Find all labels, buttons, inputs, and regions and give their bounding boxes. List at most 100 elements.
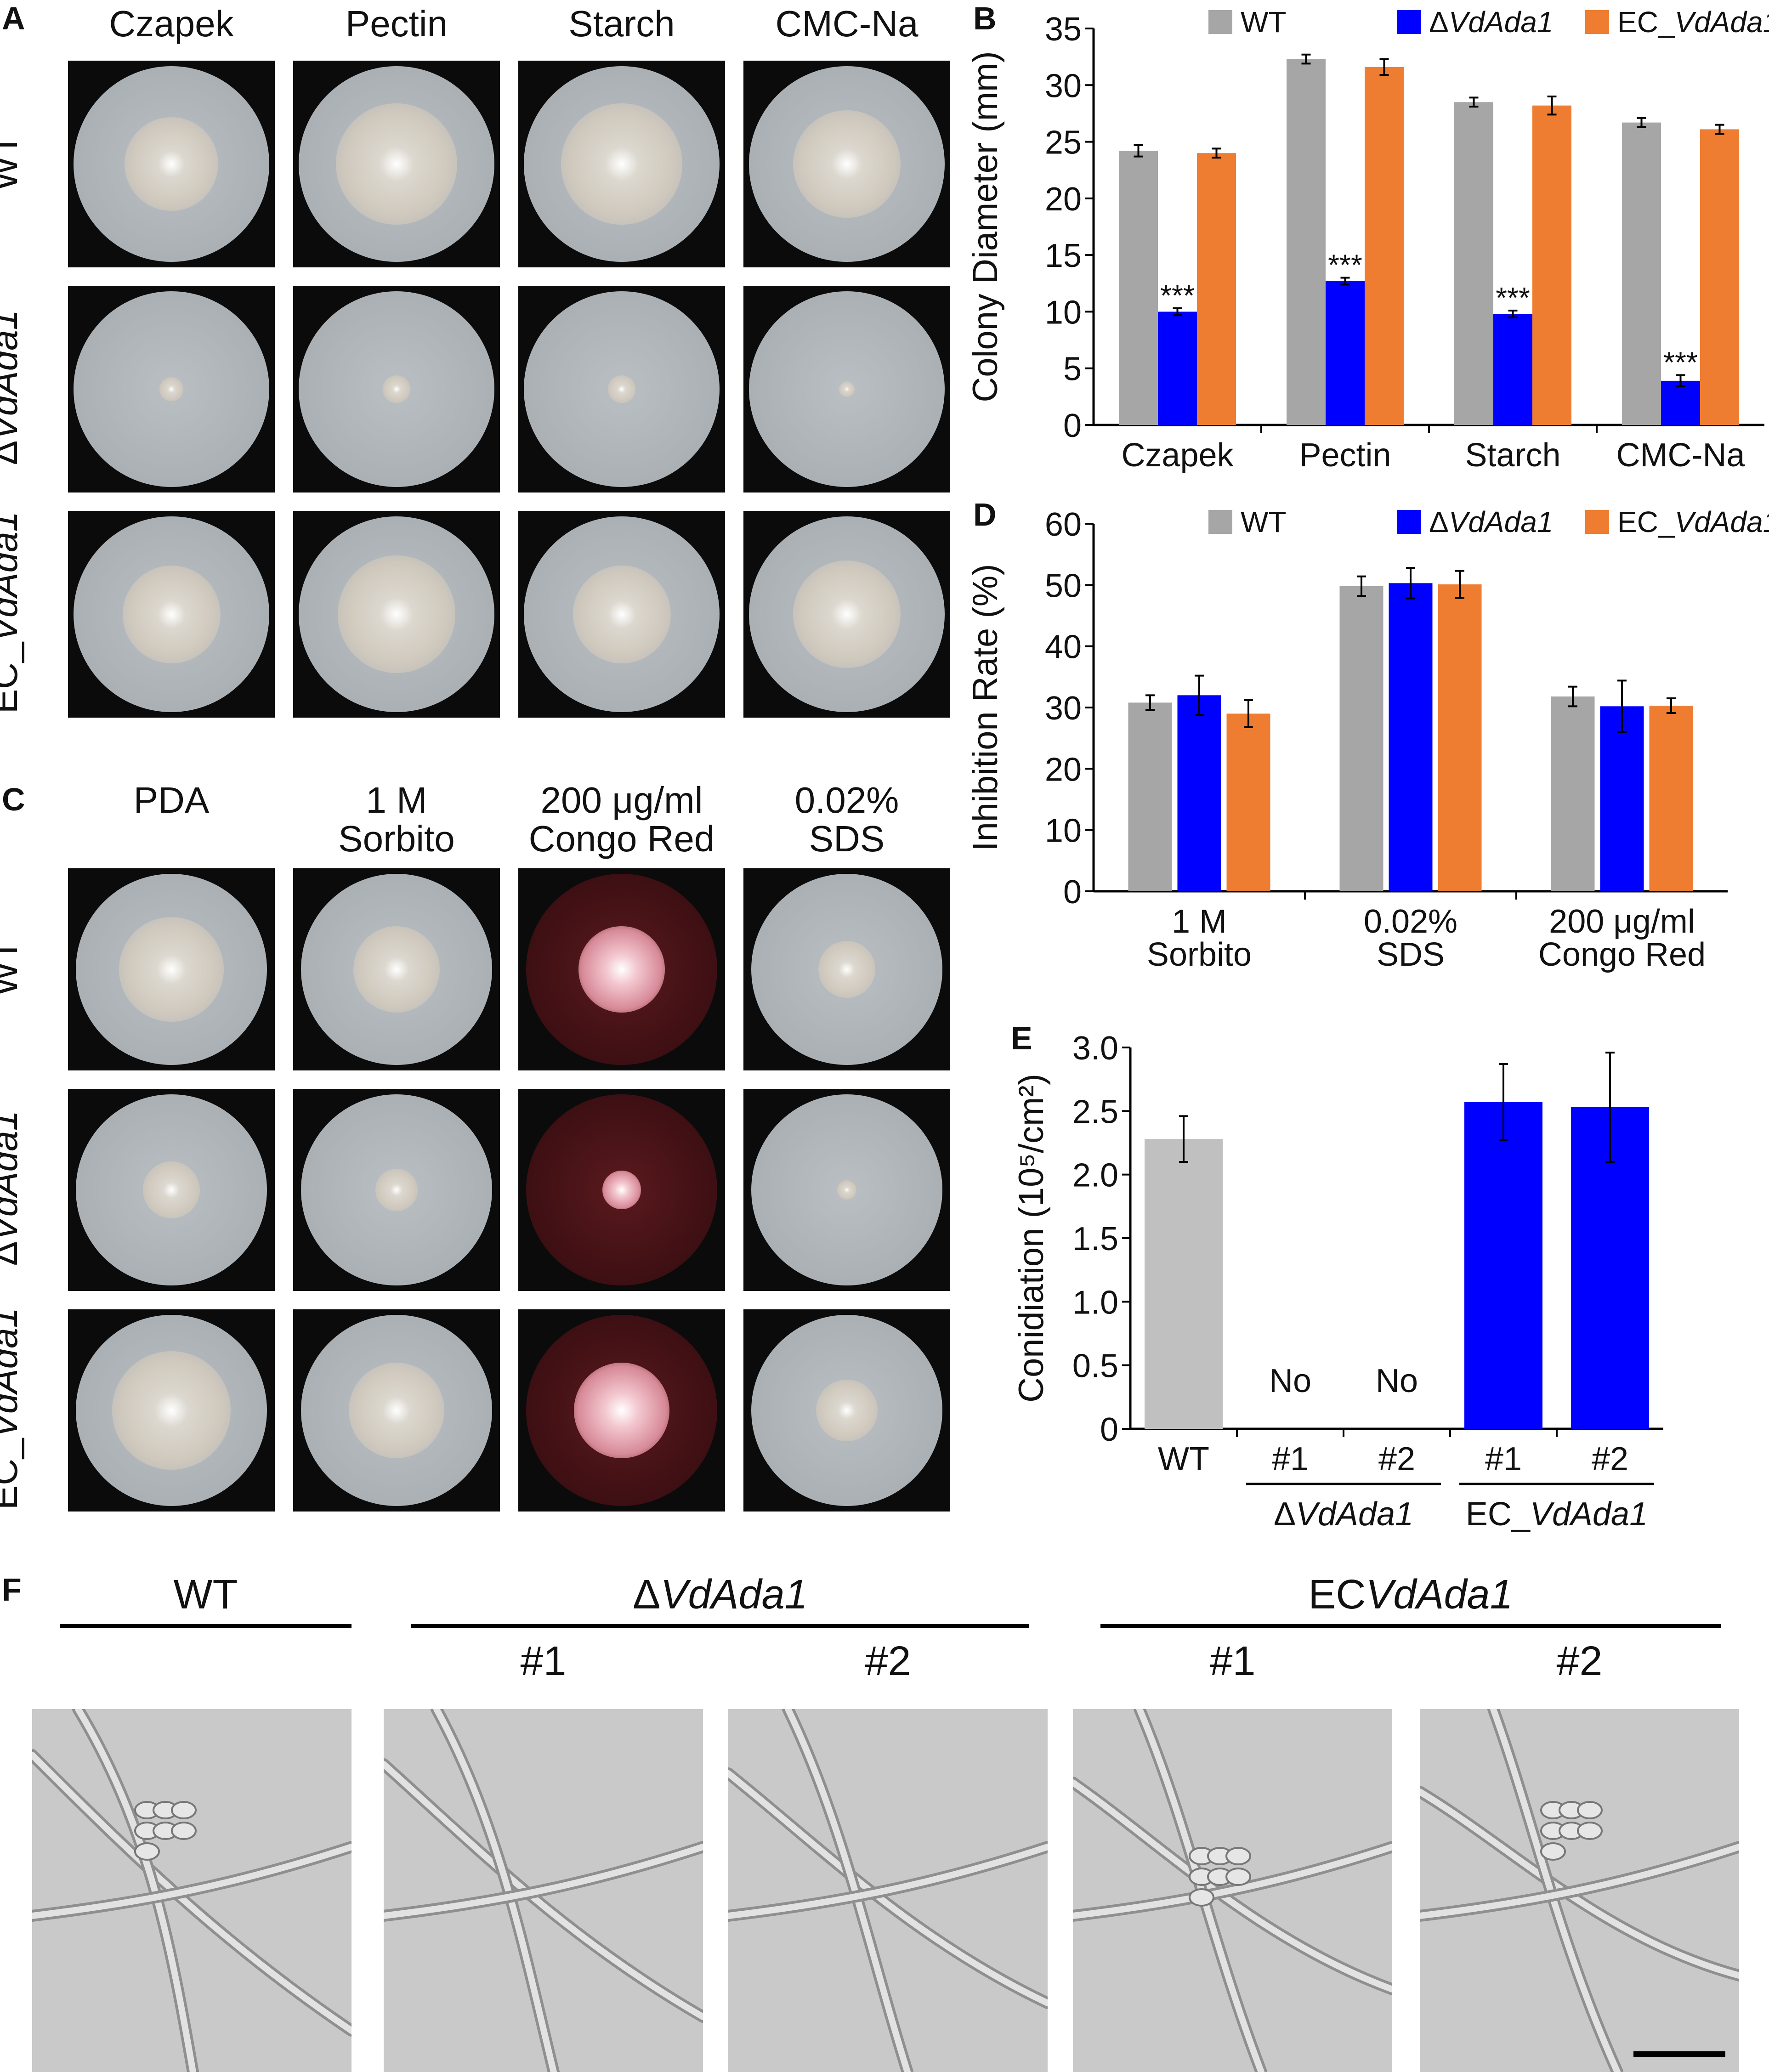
- hyphae-drawing: [728, 1709, 1048, 2072]
- legend-swatch: [1585, 510, 1609, 534]
- x-tick-label: 1 M: [1172, 903, 1227, 940]
- plate-photo: [743, 511, 950, 718]
- significance-annotation: ***: [1328, 248, 1362, 281]
- bar: [1454, 102, 1493, 425]
- bar: [1326, 281, 1365, 425]
- plate-photo: [68, 868, 275, 1070]
- hypha: [1420, 1789, 1739, 1979]
- hyphae-micrograph: [32, 1709, 352, 2072]
- column-label: CMC-Na: [775, 3, 919, 44]
- hyphae-micrograph: [728, 1709, 1048, 2072]
- y-tick-label: 10: [1045, 813, 1082, 849]
- group-label: ΔVdAda1: [1274, 1496, 1413, 1533]
- panel-label-a: A: [2, 0, 25, 36]
- conidium: [134, 1842, 160, 1861]
- y-tick-label: 30: [1045, 68, 1082, 104]
- bar: [1532, 105, 1571, 425]
- fungal-colony: [816, 1380, 878, 1441]
- fungal-colony: [818, 940, 876, 998]
- x-tick-label: WT: [1158, 1441, 1209, 1478]
- column-label: PDA: [133, 780, 210, 821]
- petri-dish: [524, 66, 720, 262]
- petri-dish: [526, 1094, 717, 1285]
- hypha: [1073, 1844, 1392, 1919]
- panel-label-b: B: [973, 0, 997, 36]
- bar: [1700, 129, 1739, 425]
- panel-label-e: E: [1011, 1020, 1032, 1056]
- x-tick-label: 0.02%: [1364, 903, 1457, 940]
- group-title: ECVdAda1: [1308, 1572, 1513, 1618]
- plate-photo: [518, 1309, 725, 1512]
- hyphae-micrograph: [1073, 1709, 1392, 2072]
- y-tick-label: 35: [1045, 11, 1082, 48]
- y-tick-label: 60: [1045, 506, 1082, 543]
- row-label: EC_VdAda1: [0, 511, 25, 714]
- plate-photo: [293, 511, 500, 718]
- group-underline: [60, 1624, 352, 1628]
- x-tick-label: #1: [1272, 1441, 1309, 1478]
- bar: [1649, 706, 1693, 891]
- hyphae-drawing: [384, 1709, 703, 2072]
- plate-photo: [518, 868, 725, 1070]
- y-tick-label: 20: [1045, 181, 1082, 218]
- bar: [1339, 586, 1383, 891]
- petri-dish: [524, 291, 720, 487]
- y-tick-label: 0: [1100, 1411, 1118, 1448]
- y-tick-label: 2.0: [1072, 1157, 1118, 1194]
- panel-label-d: D: [973, 497, 997, 532]
- conidium: [171, 1801, 197, 1819]
- conidium: [1189, 1888, 1214, 1907]
- fungal-colony: [112, 1351, 231, 1470]
- petri-dish: [751, 1094, 942, 1285]
- x-tick-label: Sorbito: [1147, 936, 1252, 973]
- legend-swatch: [1397, 10, 1421, 34]
- bar: [1197, 153, 1236, 425]
- chart-d-inhibition-rate: 0 10 20 30 40 50 60 Inhibition Rate (%) 1 MSorbi…: [966, 505, 1769, 973]
- legend-entry: ΔVdAda1: [1429, 505, 1554, 538]
- fungal-colony: [375, 1169, 418, 1211]
- bar: [1226, 713, 1270, 891]
- x-tick-label: Congo Red: [1538, 936, 1706, 973]
- legend-swatch: [1208, 10, 1232, 34]
- legend-swatch: [1585, 10, 1609, 34]
- petri-dish: [751, 874, 942, 1065]
- plate-photo: [518, 1089, 725, 1291]
- petri-dish: [749, 66, 945, 262]
- plate-photo: [293, 1089, 500, 1291]
- column-label: Czapek: [109, 3, 234, 44]
- petri-dish: [301, 1315, 492, 1506]
- fungal-colony: [574, 1363, 669, 1458]
- column-label: 200 μg/ml Congo Red: [528, 780, 715, 859]
- x-tick-label: SDS: [1377, 936, 1445, 973]
- hypha: [728, 1844, 1048, 1919]
- plate-photo: [68, 61, 275, 267]
- fungal-colony: [578, 926, 665, 1013]
- y-tick-label: 10: [1045, 294, 1082, 331]
- chart-b-colony-diameter: 0 5 10 15 20 25 30 35 Colony Diameter (mm) Czapek…: [966, 6, 1769, 474]
- significance-annotation: ***: [1663, 346, 1698, 379]
- petri-dish: [301, 1094, 492, 1285]
- fungal-colony: [124, 117, 219, 211]
- fungal-colony: [349, 1363, 444, 1458]
- plate-photo: [743, 1089, 950, 1291]
- conidium: [171, 1822, 197, 1840]
- bar: [1661, 380, 1700, 425]
- fungal-colony: [793, 560, 901, 668]
- column-label: Starch: [568, 3, 675, 44]
- petri-dish: [299, 291, 494, 487]
- bar: [1128, 702, 1172, 891]
- y-axis-label: Conidiation (10⁵/cm²): [1012, 1074, 1051, 1403]
- fungal-colony: [119, 917, 224, 1022]
- x-tick-label: #2: [1378, 1441, 1415, 1478]
- bar: [1438, 584, 1482, 891]
- fungal-colony: [338, 555, 455, 673]
- bar-label: No: [1376, 1363, 1418, 1399]
- legend-entry: WT: [1241, 505, 1287, 538]
- plate-photo: [68, 1309, 275, 1512]
- conidium: [1225, 1868, 1251, 1886]
- x-tick-label: CMC-Na: [1616, 437, 1746, 474]
- x-tick-label: Pectin: [1299, 437, 1391, 474]
- hyphae-drawing: [1073, 1709, 1392, 2072]
- bar: [1119, 151, 1158, 425]
- petri-dish: [524, 516, 720, 712]
